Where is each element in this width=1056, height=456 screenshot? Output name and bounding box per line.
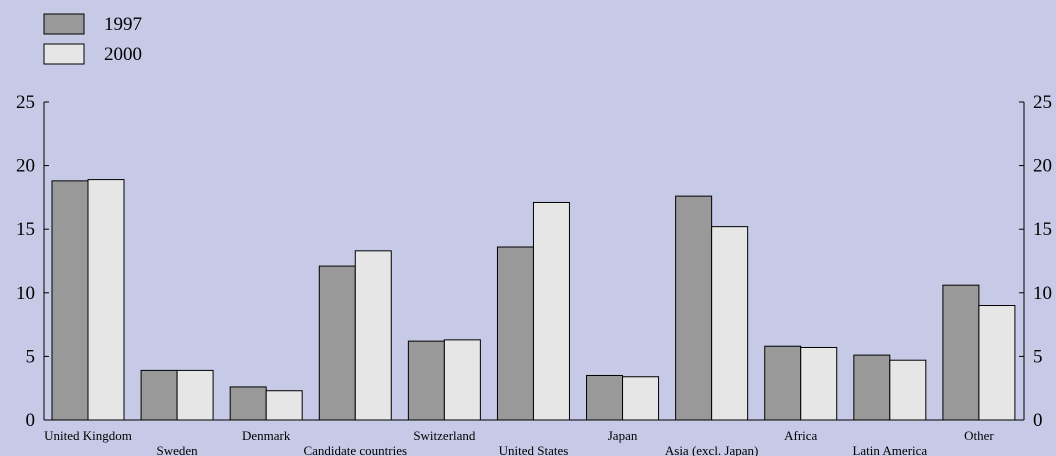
bar-2000-7 xyxy=(711,226,749,421)
y-tick-label-left: 20 xyxy=(16,156,35,177)
bar-1997-5 xyxy=(496,246,534,421)
bar-2000-2 xyxy=(265,390,303,421)
bar-1997-1 xyxy=(140,369,178,421)
category-label: Japan xyxy=(608,428,638,443)
bar-2000-0 xyxy=(87,179,125,421)
y-tick-label-left: 0 xyxy=(26,410,36,431)
bar-1997-9 xyxy=(853,354,891,421)
bar-1997-2 xyxy=(229,386,267,421)
bar-1997-6 xyxy=(586,374,624,421)
bar-1997-10 xyxy=(942,284,980,421)
y-tick-label-right: 20 xyxy=(1033,156,1052,177)
legend-swatch-2000 xyxy=(43,43,85,65)
category-label: Latin America xyxy=(852,443,927,456)
y-tick-label-left: 15 xyxy=(16,219,35,240)
y-tick-label-right: 15 xyxy=(1033,219,1052,240)
category-label: Switzerland xyxy=(413,428,476,443)
category-label: Denmark xyxy=(242,428,291,443)
bar-2000-8 xyxy=(800,346,838,421)
bar-layer xyxy=(51,179,1016,421)
y-tick-label-right: 0 xyxy=(1033,410,1043,431)
tick-layer: 0 0 5 5 10 10 15 15 20 20 25 25 xyxy=(16,92,1052,431)
bar-1997-0 xyxy=(51,180,89,421)
category-label: United Kingdom xyxy=(44,428,132,443)
bar-1997-8 xyxy=(764,345,802,421)
bar-2000-10 xyxy=(978,305,1016,421)
category-label: Other xyxy=(964,428,994,443)
bar-1997-7 xyxy=(675,195,713,421)
bar-2000-4 xyxy=(443,339,481,421)
y-tick-label-left: 10 xyxy=(16,283,35,304)
category-label-layer: United Kingdom Sweden Denmark Candidate cou… xyxy=(44,428,994,456)
y-tick-label-right: 5 xyxy=(1033,346,1043,367)
y-tick-label-right: 25 xyxy=(1033,92,1052,113)
category-label: Sweden xyxy=(157,443,199,456)
y-tick-label-left: 25 xyxy=(16,92,35,113)
y-tick-label-right: 10 xyxy=(1033,283,1052,304)
bar-2000-5 xyxy=(532,201,570,421)
legend-swatch-1997 xyxy=(43,13,85,35)
bar-1997-3 xyxy=(318,265,356,421)
y-tick-label-left: 5 xyxy=(26,346,36,367)
legend: 1997 2000 xyxy=(43,13,142,65)
bar-2000-9 xyxy=(889,359,927,421)
category-label: United States xyxy=(499,443,569,456)
legend-label-2000: 2000 xyxy=(104,44,142,65)
bar-2000-6 xyxy=(622,376,660,421)
bar-2000-3 xyxy=(354,250,392,421)
category-label: Candidate countries xyxy=(303,443,407,456)
legend-label-1997: 1997 xyxy=(104,14,142,35)
bar-2000-1 xyxy=(176,369,214,421)
category-label: Asia (excl. Japan) xyxy=(665,443,759,456)
category-label: Africa xyxy=(784,428,817,443)
bar-1997-4 xyxy=(407,340,445,421)
